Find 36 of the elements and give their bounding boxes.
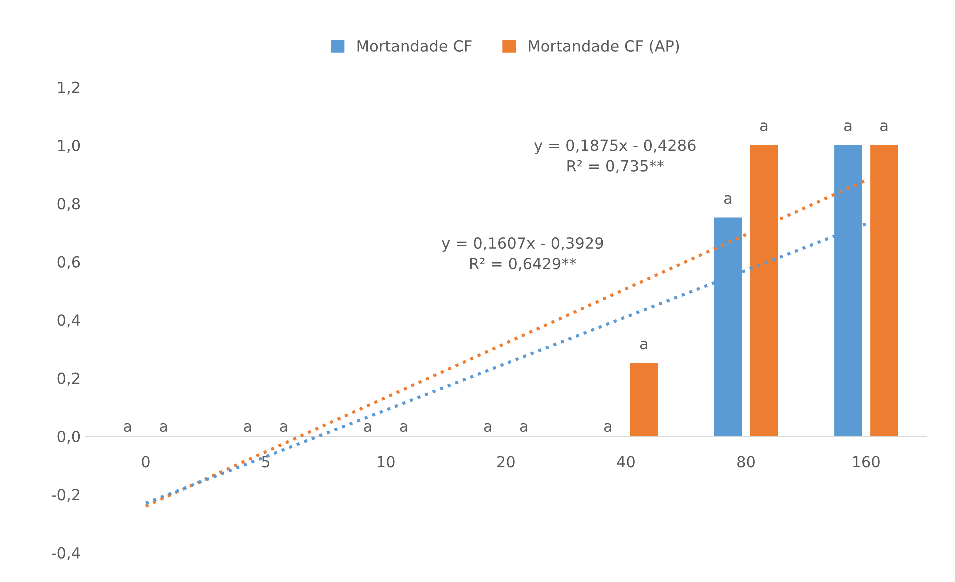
y-tick-label: 0,2 <box>58 372 80 386</box>
x-tick-label: 80 <box>738 456 755 468</box>
data-label: a <box>160 423 168 432</box>
legend-label: Mortandade CF (AP) <box>529 40 680 54</box>
y-tick-label: 0,0 <box>58 430 80 444</box>
data-label: a <box>280 423 288 432</box>
data-label: a <box>724 195 732 204</box>
x-tick-label: 0 <box>142 456 150 468</box>
y-tick-label: 0,6 <box>58 256 80 270</box>
data-label: a <box>880 122 888 132</box>
data-label: a <box>520 423 528 432</box>
y-tick-label: -0,2 <box>52 489 80 502</box>
data-label: a <box>244 423 252 432</box>
data-label: a <box>484 423 492 432</box>
x-tick-label: 10 <box>378 456 395 468</box>
data-label: a <box>604 423 612 432</box>
data-label: a <box>640 340 648 350</box>
x-tick-label: 5 <box>262 456 270 468</box>
x-tick-label: 160 <box>853 456 880 468</box>
y-tick-label: 0,8 <box>58 198 80 212</box>
y-tick-label: -0,4 <box>52 547 80 560</box>
bar <box>630 363 658 438</box>
data-label: a <box>844 122 852 132</box>
y-tick-label: 1,0 <box>58 140 80 154</box>
x-tick-label: 20 <box>498 456 515 468</box>
y-tick-label: 1,2 <box>58 82 80 95</box>
annotation: y = 0,1875x - 0,4286 R² = 0,735** <box>534 140 696 174</box>
annotation: y = 0,1607x - 0,3929 R² = 0,6429** <box>442 238 604 272</box>
data-label: a <box>400 423 408 432</box>
bar <box>870 144 898 438</box>
data-label: a <box>124 423 132 432</box>
data-label: a <box>364 423 372 432</box>
x-tick-label: 40 <box>617 456 635 468</box>
data-label: a <box>760 122 768 132</box>
y-tick-label: 0,4 <box>58 314 80 328</box>
legend-label: Mortandade CF <box>358 40 472 52</box>
